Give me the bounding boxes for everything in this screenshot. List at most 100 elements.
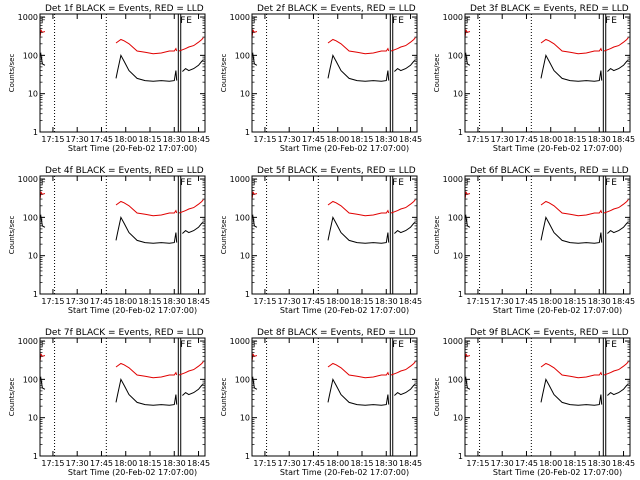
- y-tick-label: 1: [458, 128, 463, 137]
- x-tick-label: 18:45: [612, 297, 635, 306]
- x-tick-label: 18:15: [563, 135, 586, 144]
- marker-label-E: E: [398, 340, 404, 350]
- x-tick-label: 17:30: [278, 135, 301, 144]
- x-tick-label: 17:30: [66, 459, 89, 468]
- panel-title: Det 6f BLACK = Events, RED = LLD: [470, 166, 629, 176]
- y-tick-label: 1: [245, 452, 250, 461]
- y-tick-label: 1: [33, 290, 38, 299]
- events-series-line: [182, 221, 204, 234]
- marker-label-E: E: [186, 340, 192, 350]
- y-tick-label: 10: [28, 252, 38, 261]
- lld-series-line: [390, 37, 416, 52]
- y-axis-label: Counts/sec: [220, 216, 228, 255]
- lld-series-line: [603, 361, 629, 376]
- left-marker-label: F: [253, 16, 258, 25]
- y-axis-label: Counts/sec: [433, 378, 441, 417]
- plot-frame: [464, 337, 631, 457]
- x-tick-label: 18:30: [375, 135, 398, 144]
- events-series-line: [115, 215, 178, 244]
- x-tick-label: 18:00: [114, 135, 137, 144]
- x-tick-label: 17:45: [515, 297, 538, 306]
- marker-label-F: F: [180, 178, 185, 188]
- x-axis-label: Start Time (20-Feb-02 17:07:00): [68, 144, 197, 153]
- y-tick-label: 1: [33, 128, 38, 137]
- plot-frame: [251, 175, 418, 295]
- y-tick-label: 1: [458, 290, 463, 299]
- events-series-line: [115, 53, 178, 82]
- events-series-line: [394, 221, 416, 234]
- x-tick-label: 18:30: [163, 135, 186, 144]
- lld-series-line: [390, 199, 416, 214]
- x-tick-label: 17:15: [253, 135, 276, 144]
- panel-title: Det 5f BLACK = Events, RED = LLD: [257, 166, 416, 176]
- x-tick-label: 18:45: [187, 297, 210, 306]
- x-tick-label: 17:15: [466, 135, 489, 144]
- lld-series-line: [540, 38, 603, 55]
- y-tick-label: 10: [240, 414, 250, 423]
- y-axis-label: Counts/sec: [220, 378, 228, 417]
- left-marker-label: F: [41, 178, 46, 187]
- events-series-line: [327, 215, 390, 244]
- panel-title: Det 2f BLACK = Events, RED = LLD: [257, 4, 416, 14]
- y-axis-label: Counts/sec: [8, 378, 16, 417]
- x-tick-label: 18:15: [138, 297, 161, 306]
- x-tick-label: 17:15: [466, 297, 489, 306]
- x-tick-label: 17:15: [253, 297, 276, 306]
- x-tick-label: 17:30: [278, 459, 301, 468]
- events-series-line: [182, 383, 204, 396]
- marker-label-E: E: [611, 340, 617, 350]
- y-tick-label: 1000: [230, 337, 250, 346]
- x-axis-label: Start Time (20-Feb-02 17:07:00): [280, 144, 409, 153]
- lld-series-line: [178, 199, 204, 214]
- y-tick-label: 1000: [230, 13, 250, 22]
- lld-series-line: [251, 352, 258, 362]
- plot-frame: [39, 13, 206, 133]
- lld-series-line: [178, 37, 204, 52]
- x-tick-label: 18:15: [350, 135, 373, 144]
- x-tick-label: 17:30: [491, 297, 514, 306]
- x-axis-label: Start Time (20-Feb-02 17:07:00): [280, 468, 409, 477]
- panel-title: Det 1f BLACK = Events, RED = LLD: [45, 4, 204, 14]
- y-tick-label: 100: [448, 375, 463, 384]
- y-tick-label: 1: [245, 290, 250, 299]
- marker-label-F: F: [392, 340, 397, 350]
- lld-series-line: [464, 28, 471, 38]
- plot-frame: [251, 337, 418, 457]
- lld-series-line: [540, 362, 603, 379]
- marker-label-E: E: [186, 178, 192, 188]
- x-axis-label: Start Time (20-Feb-02 17:07:00): [68, 468, 197, 477]
- x-tick-label: 18:00: [326, 459, 349, 468]
- x-tick-label: 18:45: [399, 459, 422, 468]
- y-axis-label: Counts/sec: [220, 54, 228, 93]
- x-tick-label: 17:45: [515, 135, 538, 144]
- marker-label-F: F: [605, 340, 610, 350]
- events-series-line: [607, 59, 629, 72]
- events-series-line: [607, 383, 629, 396]
- events-series-line: [327, 53, 390, 82]
- marker-label-E: E: [186, 16, 192, 26]
- lld-series-line: [39, 28, 46, 38]
- y-tick-label: 10: [240, 252, 250, 261]
- x-tick-label: 18:45: [187, 459, 210, 468]
- left-marker-label: F: [41, 16, 46, 25]
- x-tick-label: 18:15: [563, 459, 586, 468]
- lld-series-line: [178, 361, 204, 376]
- y-tick-label: 1000: [230, 175, 250, 184]
- marker-label-E: E: [611, 16, 617, 26]
- x-tick-label: 18:00: [114, 297, 137, 306]
- marker-label-E: E: [611, 178, 617, 188]
- plot-frame: [39, 337, 206, 457]
- marker-label-F: F: [392, 16, 397, 26]
- x-tick-label: 17:15: [253, 459, 276, 468]
- x-tick-label: 18:45: [612, 459, 635, 468]
- x-tick-label: 17:45: [515, 459, 538, 468]
- panel-title: Det 7f BLACK = Events, RED = LLD: [45, 328, 204, 338]
- x-tick-label: 18:00: [326, 135, 349, 144]
- lld-series-line: [251, 28, 258, 38]
- plot-frame: [464, 175, 631, 295]
- y-tick-label: 10: [453, 252, 463, 261]
